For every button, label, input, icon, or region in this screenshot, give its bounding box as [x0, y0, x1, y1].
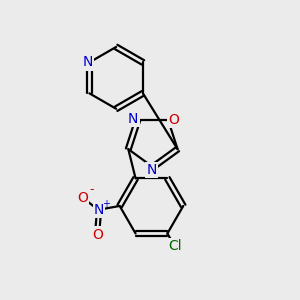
Text: +: +: [101, 199, 110, 209]
Text: -: -: [89, 183, 94, 196]
Text: N: N: [146, 163, 157, 177]
Text: O: O: [168, 112, 179, 127]
Text: O: O: [77, 191, 88, 205]
Text: N: N: [128, 112, 139, 126]
Text: Cl: Cl: [169, 239, 182, 253]
Text: N: N: [83, 56, 93, 69]
Text: O: O: [92, 227, 103, 242]
Text: N: N: [94, 203, 104, 218]
